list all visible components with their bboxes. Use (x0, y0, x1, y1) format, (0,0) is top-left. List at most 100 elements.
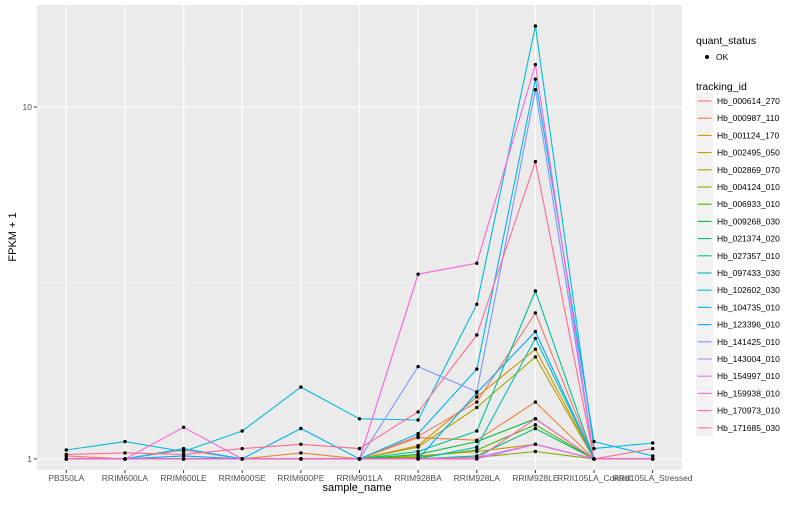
data-point-Hb_000614_270 (475, 400, 479, 404)
data-point-Hb_171685_030 (181, 452, 186, 457)
data-point-Hb_021374_020 (533, 426, 538, 431)
legend-label-Hb_104735_010: Hb_104735_010 (717, 302, 780, 312)
data-point-Hb_102602_030 (416, 418, 420, 422)
legend-label-Hb_027357_010: Hb_027357_010 (717, 251, 780, 261)
data-point-Hb_171685_030 (533, 159, 538, 164)
legend-label-Hb_102602_030: Hb_102602_030 (717, 285, 780, 295)
data-point-Hb_104735_010 (181, 446, 186, 451)
legend-shape-key (705, 55, 709, 59)
data-point-Hb_171685_030 (299, 442, 303, 446)
data-point-Hb_102602_030 (123, 439, 127, 444)
data-point-Hb_104735_010 (533, 77, 538, 81)
y-axis: 1 10 (23, 102, 37, 464)
legend-label-Hb_097433_030: Hb_097433_030 (717, 268, 780, 278)
data-point-Hb_102602_030 (240, 429, 244, 433)
data-point-Hb_001124_170 (533, 347, 538, 351)
data-point-Hb_170973_010 (64, 457, 69, 461)
x-tick-label: RRII105LA_Control (557, 473, 631, 483)
data-point-Hb_170973_010 (357, 457, 362, 461)
legend-color-title: tracking_id (696, 81, 747, 93)
data-point-Hb_097433_030 (533, 336, 538, 341)
data-point-Hb_000987_110 (299, 451, 303, 455)
data-point-Hb_002869_070 (475, 405, 479, 410)
data-point-Hb_170973_010 (651, 457, 655, 461)
x-tick-label: RRIM928LA (454, 473, 501, 483)
data-point-Hb_001124_170 (475, 395, 479, 399)
data-point-Hb_102602_030 (357, 417, 362, 421)
data-point-Hb_141425_010 (533, 88, 538, 92)
data-point-Hb_102602_030 (181, 449, 186, 454)
legend-shape-title: quant_status (696, 35, 756, 47)
legend-label-Hb_123396_010: Hb_123396_010 (717, 320, 780, 330)
data-point-Hb_000987_110 (533, 400, 538, 404)
data-point-Hb_170973_010 (240, 457, 244, 461)
data-point-Hb_009268_030 (475, 439, 479, 444)
x-axis: PB350LA RRIM600LA RRIM600LE RRIM600SE RRIM60… (48, 470, 693, 483)
legend-label-Hb_001124_170: Hb_001124_170 (717, 130, 780, 140)
data-point-Hb_170973_010 (299, 457, 303, 461)
legend-label-Hb_000987_110: Hb_000987_110 (717, 113, 780, 123)
data-point-Hb_170973_010 (123, 457, 127, 461)
data-point-Hb_009268_030 (416, 452, 420, 457)
data-point-Hb_102602_030 (592, 446, 596, 451)
legend-label-Hb_141425_010: Hb_141425_010 (717, 337, 780, 347)
legend-label-Hb_006933_010: Hb_006933_010 (717, 199, 780, 209)
x-tick-label: RRIM600LE (160, 473, 207, 483)
data-point-Hb_154997_010 (533, 442, 538, 446)
data-point-Hb_141425_010 (475, 390, 479, 394)
data-point-Hb_171685_030 (416, 410, 420, 414)
data-point-Hb_171685_030 (592, 457, 596, 461)
data-point-Hb_159938_010 (533, 62, 538, 67)
data-point-Hb_104735_010 (416, 431, 420, 436)
data-point-Hb_171685_030 (651, 446, 655, 451)
data-point-Hb_141425_010 (416, 364, 420, 369)
data-point-Hb_102602_030 (533, 24, 538, 28)
legend-label-Hb_021374_020: Hb_021374_020 (717, 234, 780, 244)
data-point-Hb_000987_110 (416, 435, 420, 440)
legend-label-Hb_002495_050: Hb_002495_050 (717, 148, 780, 158)
legend-label-Hb_159938_010: Hb_159938_010 (717, 388, 780, 398)
data-point-Hb_002869_070 (416, 445, 420, 449)
x-tick-label: RRIM901LA (336, 473, 383, 483)
data-point-Hb_102602_030 (651, 441, 655, 445)
data-point-Hb_102602_030 (475, 302, 479, 306)
legend-label-Hb_009268_030: Hb_009268_030 (717, 216, 780, 226)
x-tick-label: RRIM600LA (102, 473, 149, 483)
data-point-Hb_171685_030 (240, 446, 244, 451)
data-points (64, 24, 655, 461)
legend-label-Hb_143004_010: Hb_143004_010 (717, 354, 780, 364)
data-point-Hb_170973_010 (416, 457, 420, 461)
legend: quant_status OK tracking_id Hb_000614_27… (696, 35, 780, 437)
data-point-Hb_104735_010 (651, 454, 655, 458)
data-point-Hb_104735_010 (475, 367, 479, 371)
data-point-Hb_027357_010 (416, 449, 420, 454)
y-tick-label: 1 (27, 454, 32, 464)
x-tick-label: RRIM600SE (219, 473, 267, 483)
legend-label-Hb_000614_270: Hb_000614_270 (717, 96, 780, 106)
data-point-Hb_027357_010 (475, 429, 479, 433)
x-tick-label: RRIM928LE (512, 473, 559, 483)
data-point-Hb_006933_010 (475, 448, 479, 452)
data-point-Hb_006933_010 (533, 423, 538, 427)
data-point-Hb_097433_030 (475, 445, 479, 449)
data-point-Hb_170973_010 (533, 417, 538, 421)
legend-label-Hb_002869_070: Hb_002869_070 (717, 165, 780, 175)
data-point-Hb_171685_030 (123, 451, 127, 455)
data-point-Hb_000614_270 (533, 311, 538, 315)
y-axis-title: FPKM + 1 (7, 212, 19, 261)
y-tick-label: 10 (23, 102, 33, 112)
data-point-Hb_159938_010 (416, 272, 420, 276)
legend-label-Hb_170973_010: Hb_170973_010 (717, 406, 780, 416)
data-point-Hb_102602_030 (64, 448, 69, 452)
x-tick-label: RRIM928BA (395, 473, 443, 483)
data-point-Hb_171685_030 (64, 452, 69, 457)
data-point-Hb_002869_070 (533, 355, 538, 359)
x-tick-label: RRIM600PE (277, 473, 325, 483)
legend-label-Hb_154997_010: Hb_154997_010 (717, 371, 780, 381)
x-tick-label: RRII105LA_Stressed (613, 473, 693, 483)
data-point-Hb_123396_010 (533, 329, 538, 334)
data-point-Hb_170973_010 (181, 457, 186, 461)
data-point-Hb_027357_010 (533, 289, 538, 293)
